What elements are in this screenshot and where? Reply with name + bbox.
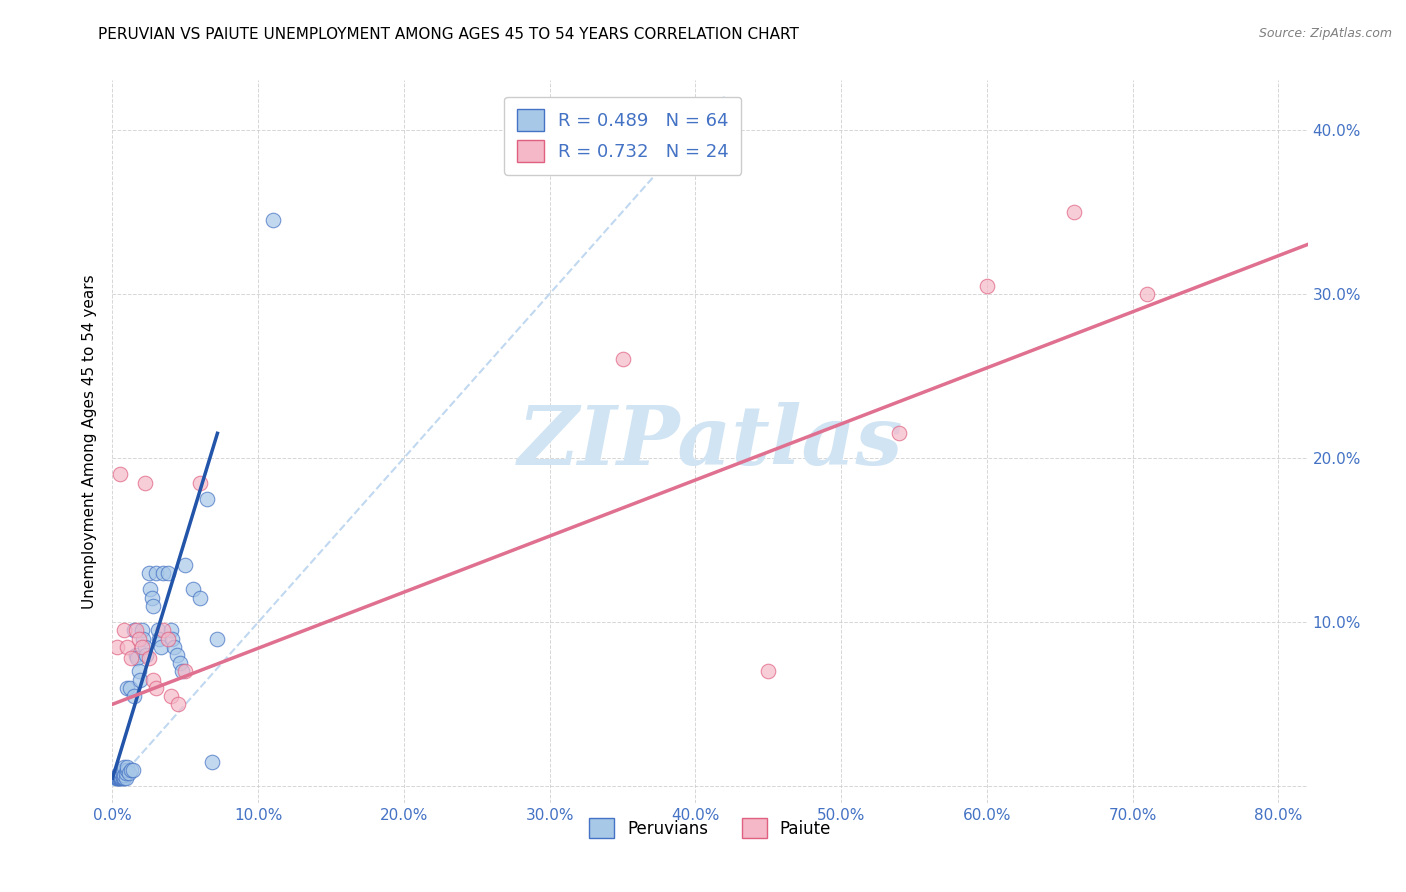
Point xyxy=(125,624,148,638)
Point xyxy=(128,665,150,679)
Point xyxy=(115,640,138,654)
Point xyxy=(110,770,132,784)
Point xyxy=(200,755,222,769)
Point xyxy=(134,640,156,654)
Point xyxy=(145,566,167,580)
Point xyxy=(1063,204,1085,219)
Y-axis label: Unemployment Among Ages 45 to 54 years: Unemployment Among Ages 45 to 54 years xyxy=(82,274,97,609)
Point xyxy=(174,665,197,679)
Point xyxy=(105,771,128,785)
Point xyxy=(138,651,160,665)
Point xyxy=(135,648,157,662)
Point xyxy=(188,591,211,605)
Point xyxy=(172,665,194,679)
Point xyxy=(162,632,183,646)
Point xyxy=(756,665,779,679)
Text: PERUVIAN VS PAIUTE UNEMPLOYMENT AMONG AGES 45 TO 54 YEARS CORRELATION CHART: PERUVIAN VS PAIUTE UNEMPLOYMENT AMONG AG… xyxy=(98,27,799,42)
Point xyxy=(1136,286,1159,301)
Point xyxy=(141,591,163,605)
Text: ZIPatlas: ZIPatlas xyxy=(517,401,903,482)
Point xyxy=(169,657,191,671)
Point xyxy=(128,632,150,646)
Point xyxy=(612,352,634,367)
Point xyxy=(112,768,135,782)
Point xyxy=(139,582,162,597)
Point xyxy=(129,673,152,687)
Point xyxy=(142,673,165,687)
Point xyxy=(112,760,135,774)
Point xyxy=(111,763,134,777)
Point xyxy=(107,771,129,785)
Point xyxy=(166,648,188,662)
Point xyxy=(152,566,174,580)
Point xyxy=(188,475,211,490)
Point xyxy=(156,566,179,580)
Point xyxy=(156,632,179,646)
Point xyxy=(127,651,149,665)
Point xyxy=(108,771,131,785)
Point xyxy=(105,771,128,785)
Point xyxy=(167,698,190,712)
Point xyxy=(142,599,165,613)
Point xyxy=(159,689,181,703)
Point xyxy=(118,681,141,695)
Point xyxy=(111,771,134,785)
Point xyxy=(131,624,153,638)
Point xyxy=(976,278,998,293)
Point xyxy=(115,760,138,774)
Point xyxy=(124,624,146,638)
Point xyxy=(122,763,145,777)
Point xyxy=(111,770,134,784)
Point xyxy=(132,632,155,646)
Point xyxy=(114,771,136,785)
Point xyxy=(112,624,135,638)
Point xyxy=(108,467,131,482)
Point xyxy=(134,475,156,490)
Point xyxy=(146,624,169,638)
Point xyxy=(115,681,138,695)
Text: Source: ZipAtlas.com: Source: ZipAtlas.com xyxy=(1258,27,1392,40)
Point xyxy=(105,640,128,654)
Point xyxy=(107,768,129,782)
Point xyxy=(108,766,131,780)
Point xyxy=(138,566,160,580)
Point xyxy=(114,766,136,780)
Point xyxy=(195,491,218,506)
Point xyxy=(262,212,284,227)
Point xyxy=(159,624,181,638)
Point xyxy=(105,771,128,785)
Point xyxy=(125,648,148,662)
Point xyxy=(108,768,131,782)
Point xyxy=(120,651,142,665)
Point xyxy=(131,640,153,654)
Point xyxy=(107,770,129,784)
Point xyxy=(181,582,204,597)
Point xyxy=(108,770,131,784)
Point xyxy=(110,771,132,785)
Point xyxy=(124,689,146,703)
Point xyxy=(207,632,229,646)
Point xyxy=(108,771,131,785)
Point xyxy=(148,632,170,646)
Point xyxy=(105,770,128,784)
Point xyxy=(163,640,186,654)
Point xyxy=(149,640,172,654)
Point xyxy=(889,426,911,441)
Point xyxy=(174,558,197,572)
Point xyxy=(145,681,167,695)
Point xyxy=(110,766,132,780)
Point xyxy=(115,763,138,777)
Point xyxy=(120,763,142,777)
Point xyxy=(112,771,135,785)
Point xyxy=(117,766,139,780)
Point xyxy=(152,624,174,638)
Point xyxy=(108,764,131,779)
Legend: Peruvians, Paiute: Peruvians, Paiute xyxy=(582,812,838,845)
